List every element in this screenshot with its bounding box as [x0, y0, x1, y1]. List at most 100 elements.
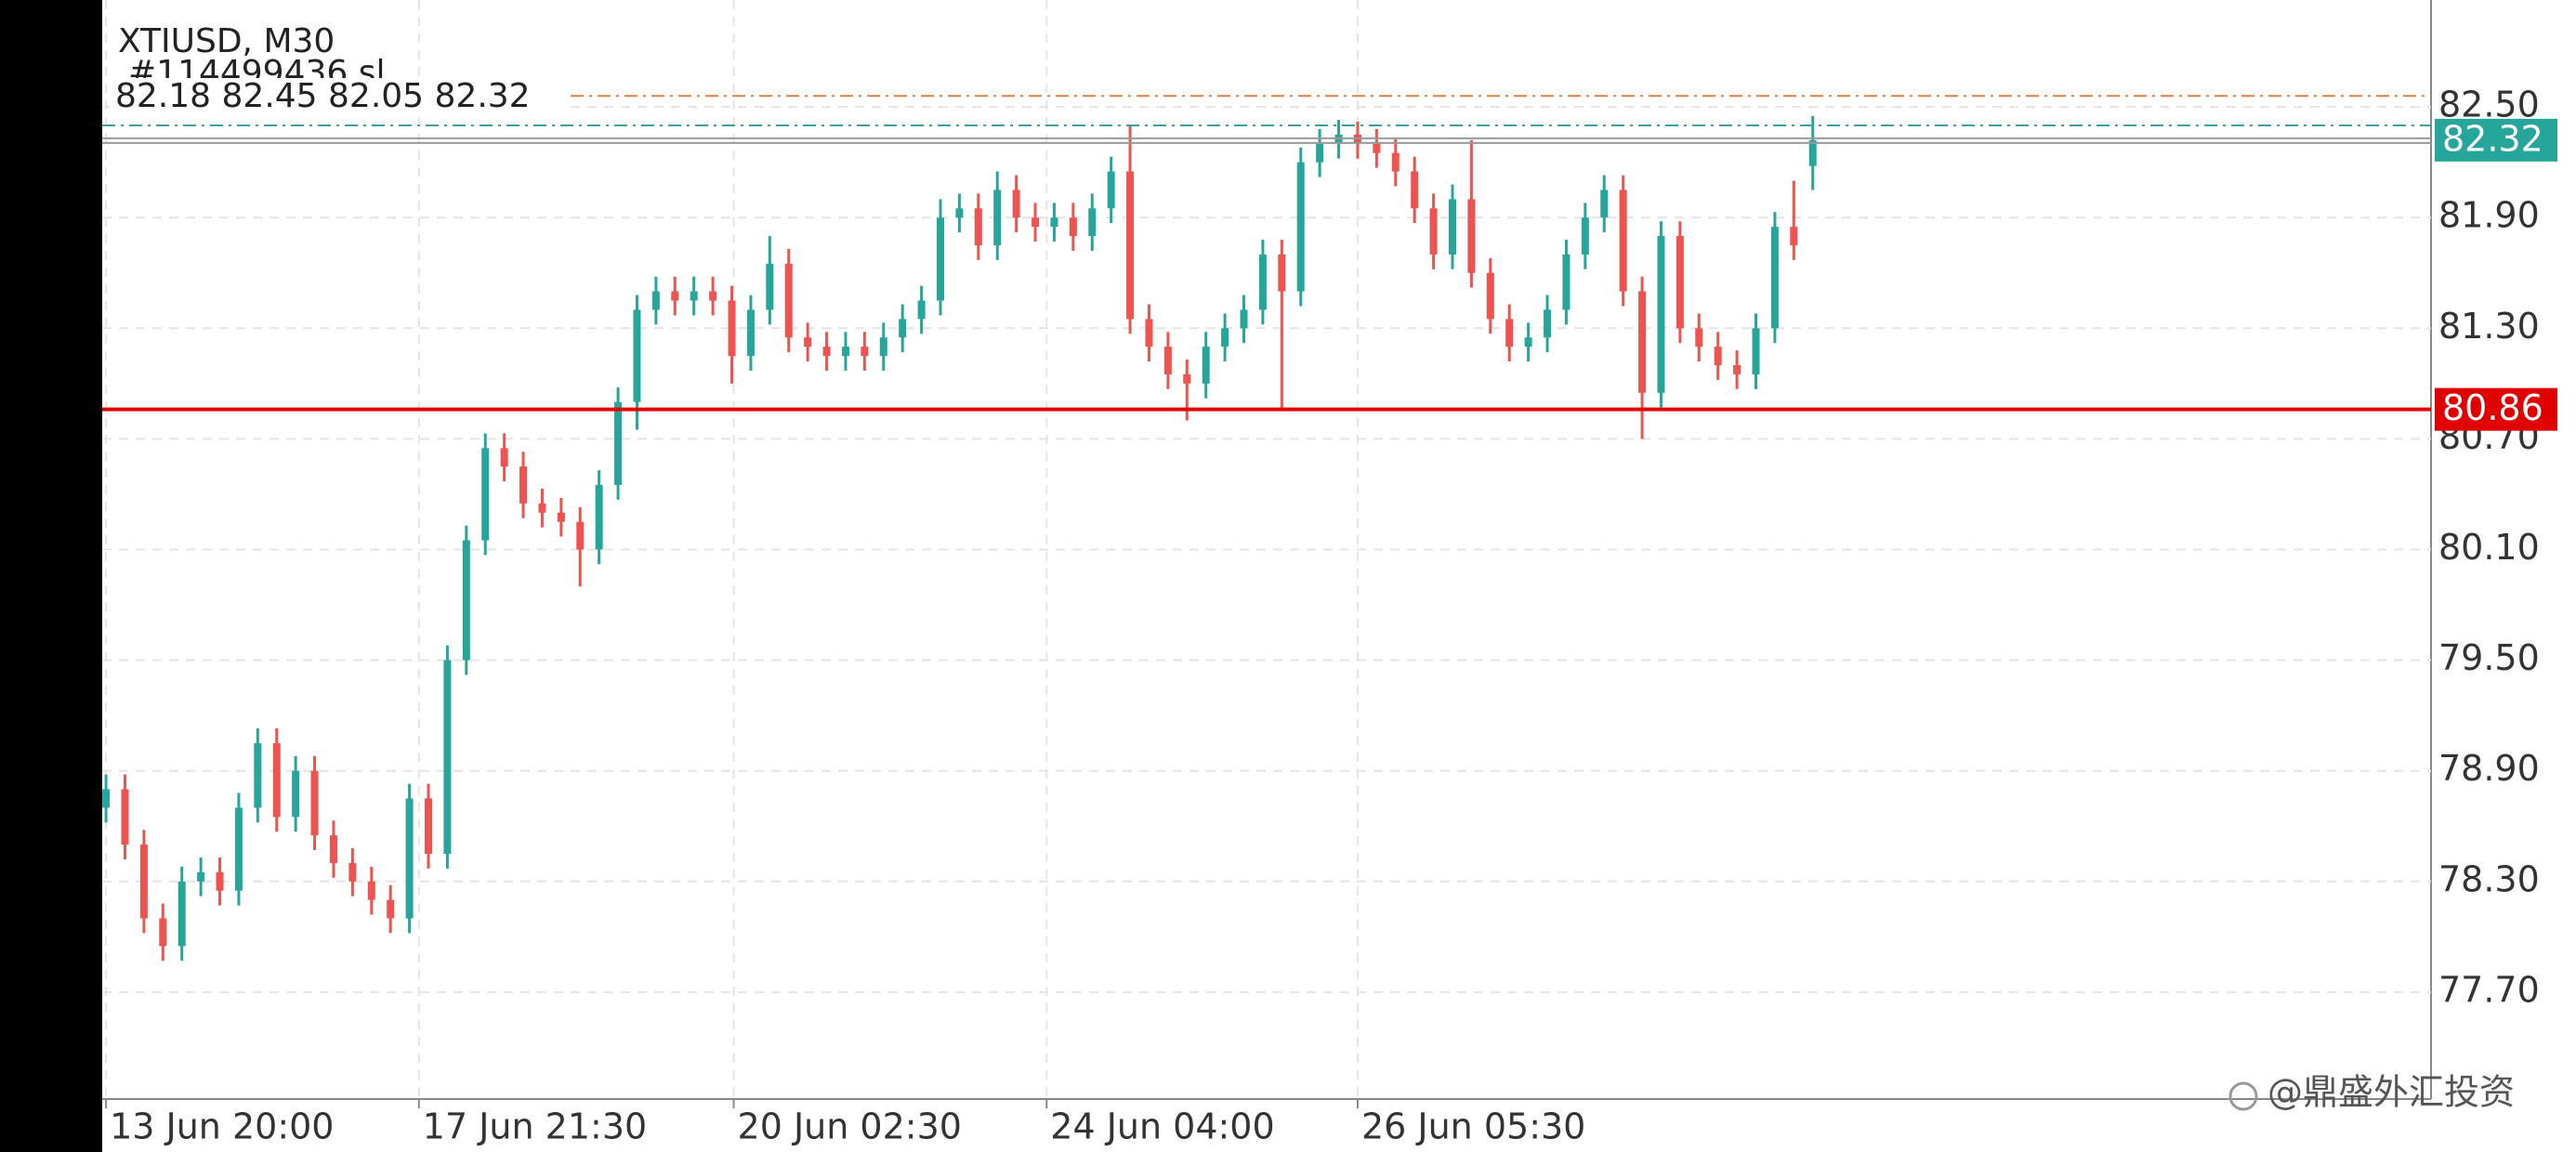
- price-tag-label: 82.32: [2442, 118, 2543, 159]
- candle-body: [746, 309, 755, 357]
- candle-body: [1562, 254, 1571, 310]
- y-tick-label: 78.30: [2438, 858, 2540, 899]
- candle-body: [1733, 365, 1741, 374]
- candle-body: [1183, 373, 1191, 384]
- candle-body: [1012, 190, 1020, 218]
- candle-body: [1050, 217, 1058, 228]
- candle-body: [367, 881, 375, 900]
- candle-body: [272, 742, 281, 818]
- x-tick-label: 17 Jun 21:30: [423, 1106, 647, 1147]
- candle-body: [1334, 134, 1343, 144]
- x-tick-label: 24 Jun 04:00: [1050, 1106, 1274, 1147]
- candle-body: [387, 899, 395, 919]
- y-tick-label: 80.10: [2438, 527, 2540, 568]
- level-tag: [2435, 387, 2557, 431]
- candle-body: [1790, 227, 1798, 245]
- candle-body: [1524, 337, 1532, 347]
- candle-body: [1467, 199, 1476, 273]
- candle-body: [804, 337, 812, 347]
- left-bezel: [0, 0, 102, 1152]
- candle-body: [1676, 236, 1684, 329]
- candle-body: [1695, 328, 1703, 347]
- candle-body: [709, 291, 717, 301]
- candle-body: [1032, 217, 1040, 228]
- candle-body: [1373, 143, 1381, 153]
- x-tick-label: 20 Jun 02:30: [738, 1106, 962, 1147]
- candle-body: [1163, 347, 1172, 374]
- candle-body: [500, 448, 508, 467]
- candle-body: [595, 485, 603, 550]
- candle-body: [102, 789, 111, 808]
- candle-body: [234, 807, 243, 891]
- candle-body: [1808, 139, 1817, 166]
- candle-body: [329, 835, 337, 863]
- candle-body: [1411, 171, 1419, 209]
- ohlc-text: 82.18 82.45 82.05 82.32: [115, 77, 531, 115]
- x-tick-label: 26 Jun 05:30: [1361, 1106, 1585, 1147]
- y-tick-label: 79.50: [2438, 637, 2540, 678]
- candle-body: [899, 319, 907, 338]
- candle-body: [1486, 272, 1494, 320]
- candle-body: [425, 798, 433, 855]
- candle-body: [159, 918, 167, 947]
- candle-body: [1278, 254, 1286, 292]
- y-tick-label: 82.50: [2438, 85, 2540, 125]
- candle-body: [936, 217, 944, 301]
- candle-body: [1221, 328, 1229, 347]
- candle-body: [254, 742, 262, 808]
- candle-body: [1657, 236, 1665, 393]
- candle-body: [121, 789, 129, 845]
- candle-body: [1069, 217, 1077, 237]
- candle-body: [1145, 319, 1153, 347]
- candle-body: [538, 503, 546, 513]
- candle-body: [614, 401, 623, 486]
- candle-body: [1752, 328, 1760, 374]
- price-tag: [2435, 118, 2557, 162]
- candle-body: [651, 291, 660, 310]
- chart-title: XTIUSD, M30: [118, 22, 335, 60]
- watermark: @鼎盛外汇投资: [2267, 1072, 2515, 1113]
- candle-body: [292, 770, 300, 818]
- y-tick-label: 81.90: [2438, 195, 2540, 236]
- candle-body: [1296, 162, 1305, 292]
- candle-body: [462, 540, 470, 661]
- candle-body: [784, 263, 793, 338]
- candle-body: [1240, 309, 1248, 329]
- candle-body: [861, 347, 869, 357]
- candle-body: [1107, 171, 1115, 209]
- y-tick-label: 77.70: [2438, 969, 2540, 1010]
- candle-body: [917, 300, 926, 320]
- candle-body: [822, 347, 831, 357]
- candle-body: [879, 337, 887, 357]
- candle-body: [1258, 254, 1267, 310]
- watermark-icon: [2228, 1081, 2258, 1111]
- candle-body: [633, 309, 641, 402]
- candle-body: [1544, 309, 1552, 338]
- candle-body: [1448, 199, 1456, 255]
- level-tag-label: 80.86: [2442, 387, 2543, 428]
- candle-body: [1316, 143, 1324, 163]
- candle-body: [955, 208, 964, 218]
- candle-body: [671, 291, 679, 301]
- candle-body: [766, 263, 774, 310]
- candle-body: [405, 798, 414, 919]
- candle-body: [728, 300, 736, 357]
- candle-body: [1202, 347, 1210, 384]
- candle-body: [557, 512, 565, 522]
- candle-body: [974, 208, 982, 245]
- candle-body: [481, 448, 490, 541]
- x-tick-label: 13 Jun 20:00: [110, 1106, 334, 1147]
- candle-body: [841, 347, 849, 357]
- candle-body: [216, 871, 224, 891]
- ohlc-background: [110, 78, 563, 117]
- candle-body: [139, 844, 148, 919]
- candle-body: [197, 871, 205, 882]
- candle-body: [1619, 190, 1627, 292]
- candle-body: [1600, 190, 1609, 218]
- candle-body: [310, 770, 319, 836]
- candle-body: [1088, 208, 1097, 237]
- candle-body: [1391, 152, 1400, 172]
- candle-body: [1429, 208, 1438, 255]
- candle-body: [348, 862, 357, 882]
- y-tick-label: 78.90: [2438, 748, 2540, 789]
